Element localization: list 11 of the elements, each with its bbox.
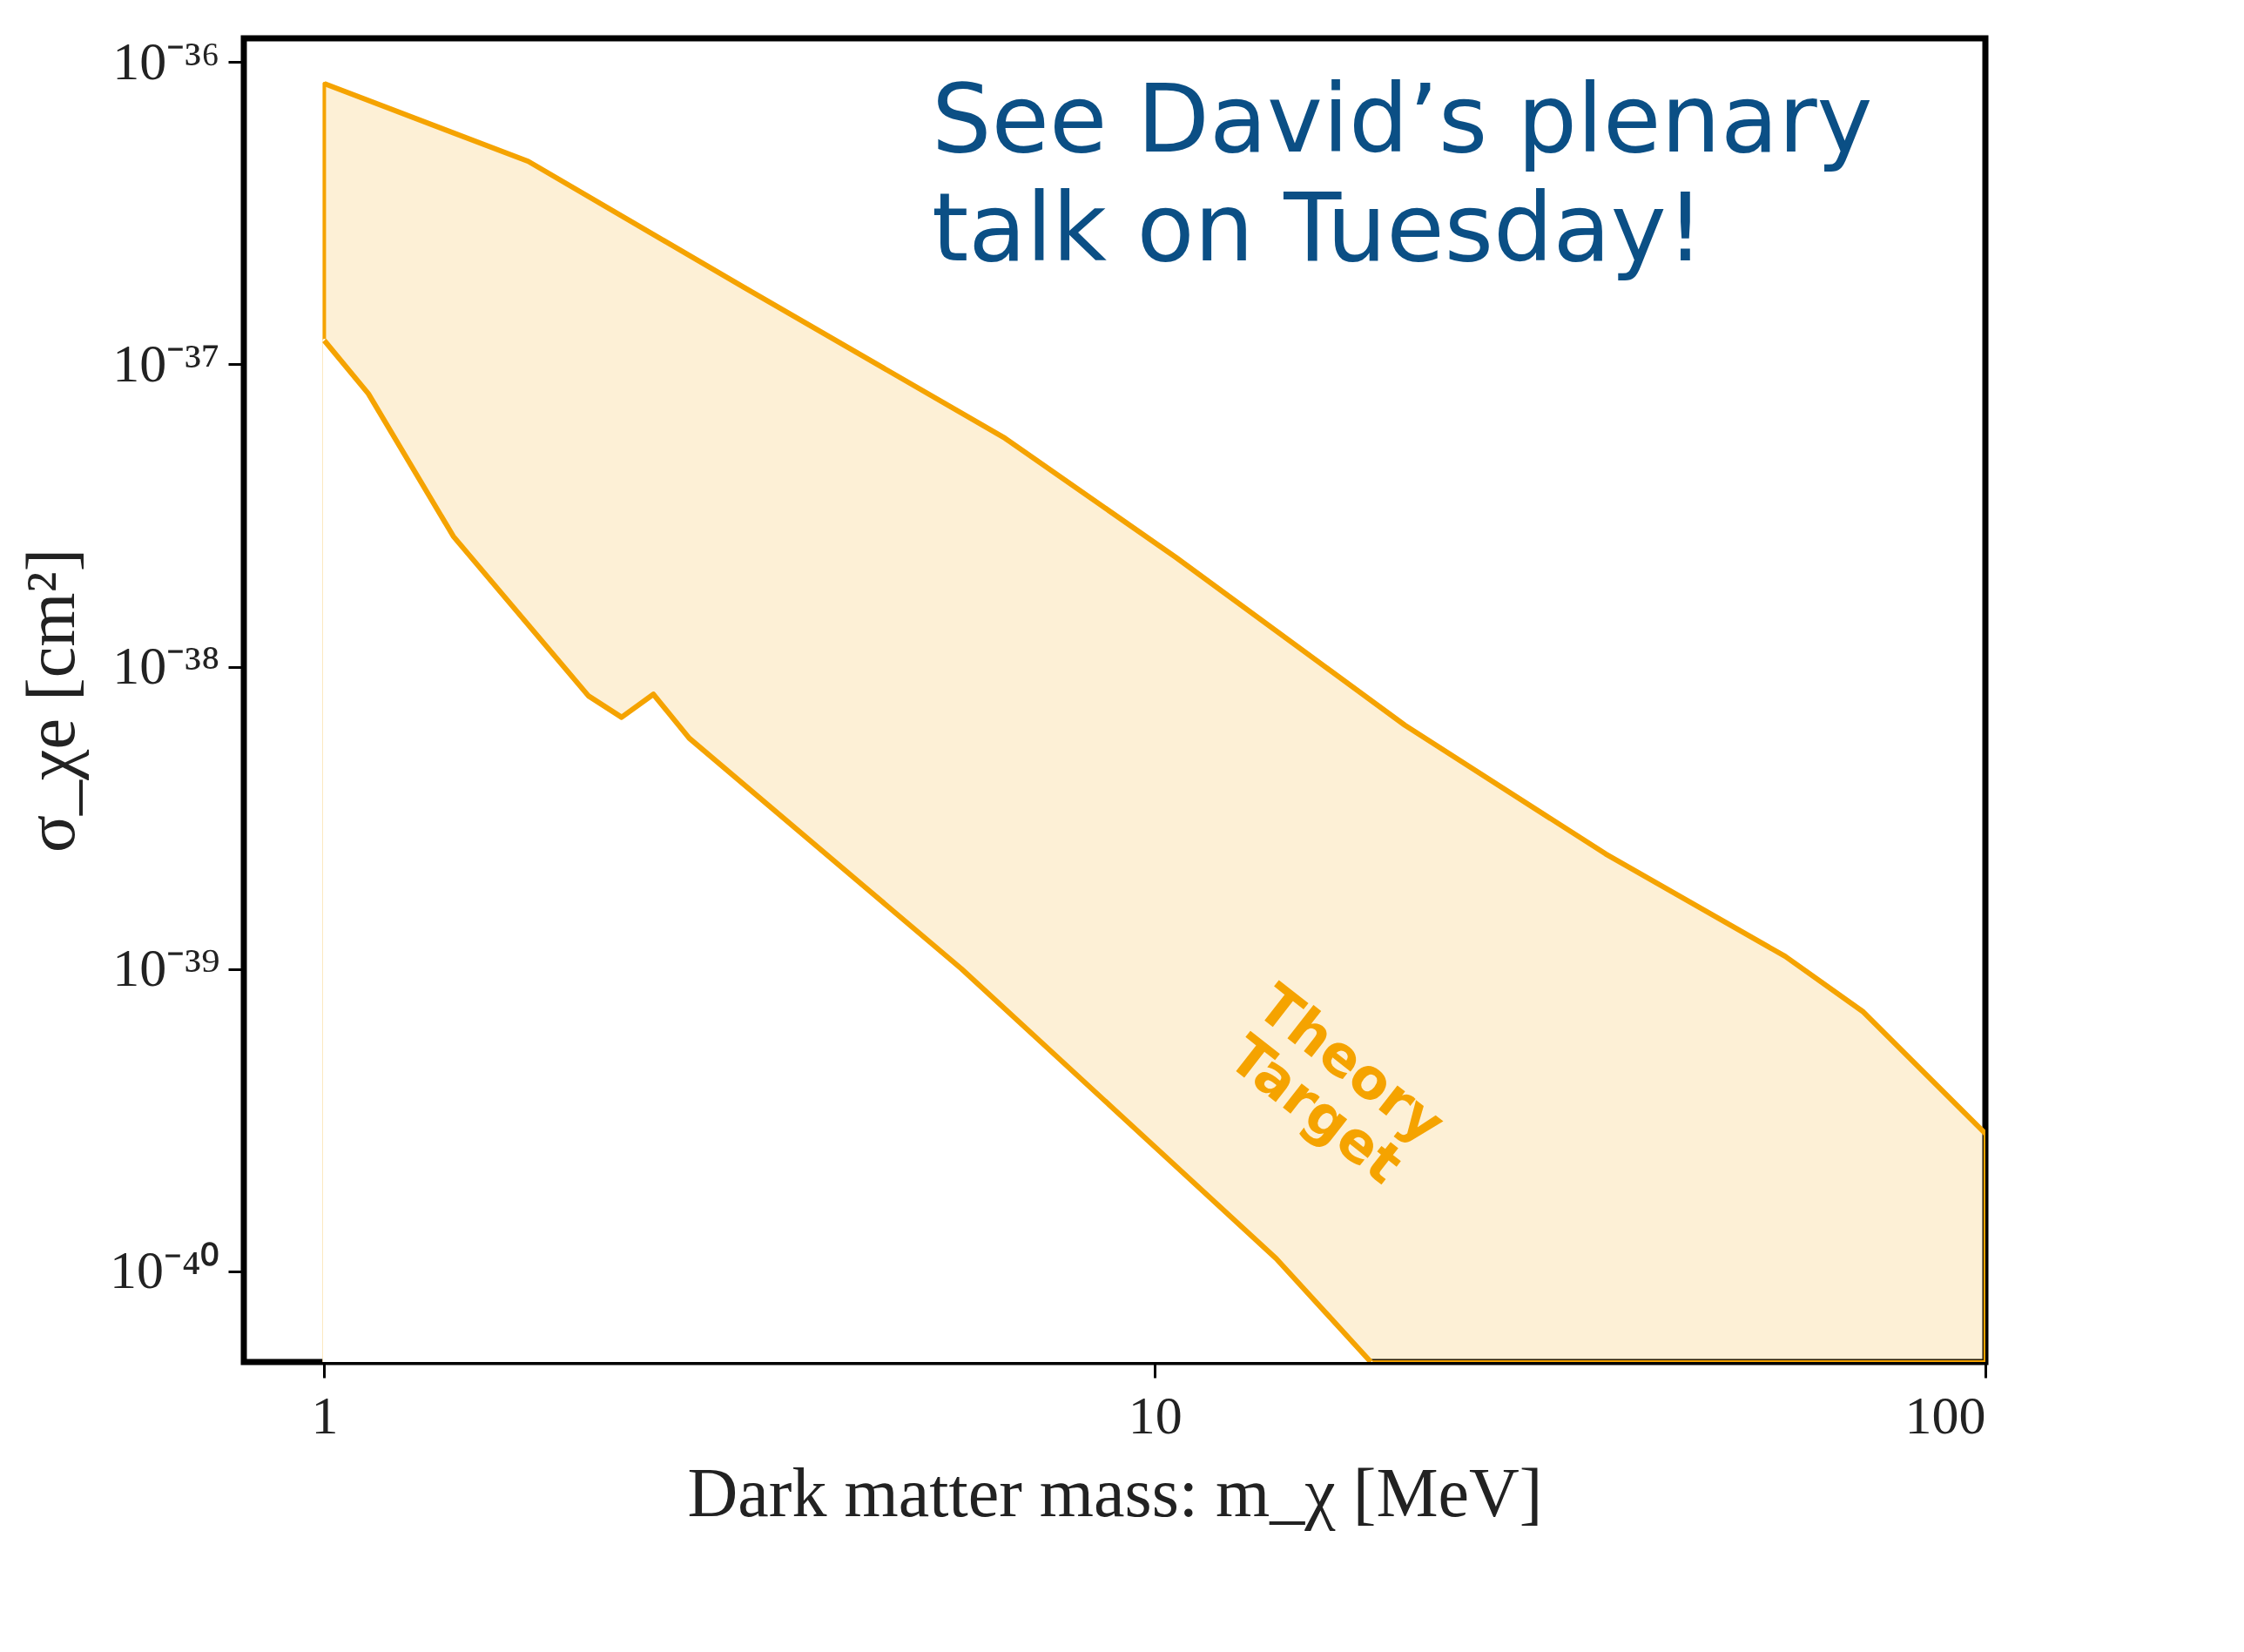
y-tick-label: 10⁻³⁸	[112, 636, 220, 696]
x-axis-title: Dark matter mass: m_χ [MeV]	[687, 1453, 1543, 1531]
y-tick-label: 10⁻³⁹	[112, 938, 220, 998]
annotation: See David’s plenary talk on Tuesday!	[932, 64, 1873, 282]
x-tick-label: 100	[1904, 1385, 1986, 1445]
x-tick-label: 10	[1128, 1385, 1183, 1445]
y-tick-label: 10⁻³⁷	[112, 333, 220, 393]
y-axis-title: σ_χe [cm²]	[11, 548, 89, 853]
y-tick-label: 10⁻⁴⁰	[109, 1240, 220, 1300]
x-tick-label: 1	[311, 1385, 339, 1445]
y-tick-label: 10⁻³⁶	[112, 30, 220, 91]
